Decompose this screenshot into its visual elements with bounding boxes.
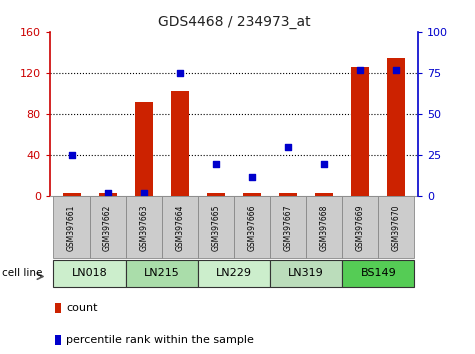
Bar (90, 196, 126, 258)
Text: LN018: LN018 (72, 268, 107, 278)
Text: GSM397665: GSM397665 (211, 204, 220, 251)
Text: GSM397663: GSM397663 (139, 204, 148, 251)
Bar (54, 196, 90, 258)
Point (212, 161, 220, 166)
Bar (162, 196, 198, 258)
Text: GSM397662: GSM397662 (103, 204, 112, 251)
Text: LN229: LN229 (216, 268, 252, 278)
Bar (342, 196, 378, 258)
Bar (315, 193, 333, 196)
Bar (270, 196, 306, 258)
Point (104, 190, 112, 196)
Bar (126, 196, 162, 258)
Bar (342, 260, 414, 287)
Point (68, 153, 76, 158)
Point (320, 161, 328, 166)
Bar (198, 196, 234, 258)
Text: GSM397669: GSM397669 (356, 204, 365, 251)
Text: GSM397664: GSM397664 (175, 204, 184, 251)
Text: LN319: LN319 (288, 268, 324, 278)
Text: GSM397667: GSM397667 (284, 204, 293, 251)
Bar (135, 102, 153, 196)
Bar (207, 193, 225, 196)
Bar (306, 196, 342, 258)
Bar (126, 260, 198, 287)
Bar (243, 193, 261, 196)
Bar (54, 260, 126, 287)
Bar (99, 193, 117, 196)
Bar (351, 67, 369, 196)
Bar (270, 260, 342, 287)
Text: LN215: LN215 (144, 268, 180, 278)
Point (140, 190, 148, 196)
Text: BS149: BS149 (361, 268, 396, 278)
Point (356, 67, 364, 73)
Bar (55, 303, 61, 313)
Text: percentile rank within the sample: percentile rank within the sample (66, 335, 254, 345)
Text: GSM397666: GSM397666 (247, 204, 257, 251)
Text: GSM397661: GSM397661 (67, 204, 76, 251)
Bar (63, 193, 81, 196)
Point (248, 174, 256, 179)
Bar (171, 91, 189, 196)
Point (176, 70, 184, 76)
Bar (279, 193, 297, 196)
Bar (387, 58, 405, 196)
Text: cell line: cell line (2, 268, 43, 278)
Bar (378, 196, 414, 258)
Title: GDS4468 / 234973_at: GDS4468 / 234973_at (158, 16, 310, 29)
Point (284, 144, 292, 150)
Bar (55, 335, 61, 345)
Text: count: count (66, 303, 97, 313)
Point (392, 67, 400, 73)
Bar (198, 260, 270, 287)
Bar (234, 196, 270, 258)
Text: GSM397670: GSM397670 (392, 204, 401, 251)
Text: GSM397668: GSM397668 (320, 204, 329, 251)
